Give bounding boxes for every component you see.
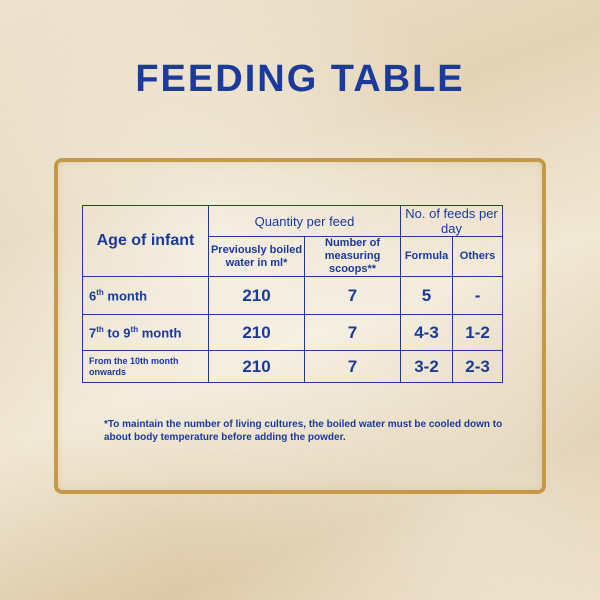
age-cell: 6th month — [82, 276, 209, 315]
others-subheader: Others — [452, 236, 504, 277]
age-header: Age of infant — [82, 205, 209, 277]
age-cell: From the 10th month onwards — [82, 350, 209, 383]
formula-cell: 4-3 — [400, 314, 454, 351]
water-subheader: Previously boiled water in ml* — [208, 236, 305, 277]
others-cell: 1-2 — [452, 314, 504, 351]
table-row: 7th to 9th month 210 7 4-3 1-2 — [82, 314, 504, 351]
quantity-header: Quantity per feed — [207, 205, 402, 237]
water-cell: 210 — [208, 276, 305, 315]
others-cell: 2-3 — [452, 350, 504, 383]
table-row: 6th month 210 7 5 - — [82, 276, 504, 315]
feeding-table: Age of infant Quantity per feed No. of f… — [82, 205, 504, 383]
scoops-cell: 7 — [303, 276, 402, 315]
age-cell: 7th to 9th month — [82, 314, 209, 351]
formula-cell: 5 — [400, 276, 454, 315]
formula-cell: 3-2 — [400, 350, 454, 383]
footnote: *To maintain the number of living cultur… — [104, 419, 503, 443]
gold-frame — [54, 158, 546, 494]
scoops-cell: 7 — [303, 350, 402, 383]
water-cell: 210 — [208, 350, 305, 383]
feeds-header: No. of feeds per day — [400, 205, 504, 237]
table-row: From the 10th month onwards 210 7 3-2 2-… — [82, 350, 504, 383]
scoops-cell: 7 — [303, 314, 402, 351]
others-cell: - — [452, 276, 504, 315]
formula-subheader: Formula — [400, 236, 454, 277]
scoops-subheader: Number of measuring scoops** — [303, 236, 402, 277]
page-title: FEEDING TABLE — [135, 58, 465, 100]
water-cell: 210 — [208, 314, 305, 351]
